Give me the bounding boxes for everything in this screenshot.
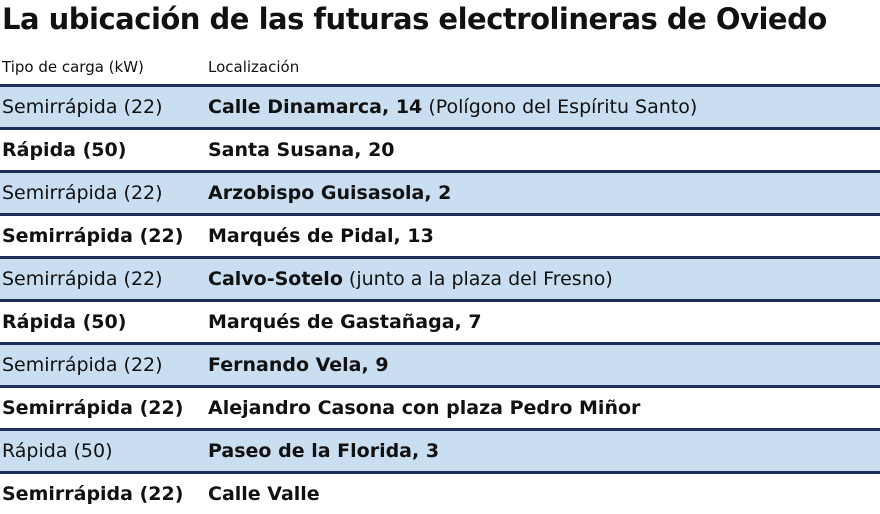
table-row: Semirrápida (22) Calle Valle [0, 471, 880, 514]
charge-type: Semirrápida (22) [2, 397, 184, 419]
table-row: Rápida (50) Paseo de la Florida, 3 [0, 428, 880, 471]
table-row: Semirrápida (22) Alejandro Casona con pla… [0, 385, 880, 428]
location-cell: Calvo-Sotelo (junto a la plaza del Fresn… [208, 268, 613, 290]
charge-type: Rápida (50) [2, 139, 127, 161]
location: Marqués de Pidal, 13 [208, 225, 434, 247]
location: Arzobispo Guisasola, 2 [208, 182, 452, 204]
charge-type: Semirrápida (22) [2, 96, 163, 118]
location-note: (junto a la plaza del Fresno) [348, 268, 613, 290]
location: Calle Dinamarca, 14 [208, 96, 423, 118]
location-cell: Calle Dinamarca, 14 (Polígono del Espíri… [208, 96, 697, 118]
location: Santa Susana, 20 [208, 139, 395, 161]
column-header: Localización [208, 58, 300, 76]
location: Fernando Vela, 9 [208, 354, 389, 376]
location: Calle Valle [208, 483, 320, 505]
location: Marqués de Gastañaga, 7 [208, 311, 482, 333]
table-row: Semirrápida (22) Marqués de Pidal, 13 [0, 213, 880, 256]
charge-type: Rápida (50) [2, 440, 113, 462]
charge-type: Semirrápida (22) [2, 483, 184, 505]
location-cell: Alejandro Casona con plaza Pedro Miñor [208, 397, 640, 419]
charge-type: Semirrápida (22) [2, 225, 184, 247]
charge-type: Semirrápida (22) [2, 354, 163, 376]
table-row: Semirrápida (22) Calvo-Sotelo (junto a la… [0, 256, 880, 299]
table-row: Rápida (50) Marqués de Gastañaga, 7 [0, 299, 880, 342]
location-cell: Arzobispo Guisasola, 2 [208, 182, 451, 204]
table-body: Semirrápida (22) Calle Dinamarca, 14 (Pol… [0, 84, 880, 514]
title: La ubicación de las futuras electroliner… [2, 2, 827, 36]
location-cell: Calle Valle [208, 483, 320, 505]
location: Calvo-Sotelo [208, 268, 343, 290]
charge-type: Semirrápida (22) [2, 182, 163, 204]
location-cell: Paseo de la Florida, 3 [208, 440, 439, 462]
column-header: Tipo de carga (kW) [2, 58, 144, 76]
location-cell: Santa Susana, 20 [208, 139, 395, 161]
location: Paseo de la Florida, 3 [208, 440, 440, 462]
location-cell: Marqués de Pidal, 13 [208, 225, 434, 247]
table-header: Tipo de carga (kW) Localización [0, 52, 880, 82]
location-cell: Fernando Vela, 9 [208, 354, 389, 376]
table-row: Rápida (50) Santa Susana, 20 [0, 127, 880, 170]
location-cell: Marqués de Gastañaga, 7 [208, 311, 482, 333]
charge-type: Rápida (50) [2, 311, 127, 333]
table-row: Semirrápida (22) Arzobispo Guisasola, 2 [0, 170, 880, 213]
location: Alejandro Casona con plaza Pedro Miñor [208, 397, 641, 419]
charge-type: Semirrápida (22) [2, 268, 163, 290]
location-note: (Polígono del Espíritu Santo) [428, 96, 698, 118]
table-row: Semirrápida (22) Calle Dinamarca, 14 (Pol… [0, 84, 880, 127]
table-row: Semirrápida (22) Fernando Vela, 9 [0, 342, 880, 385]
